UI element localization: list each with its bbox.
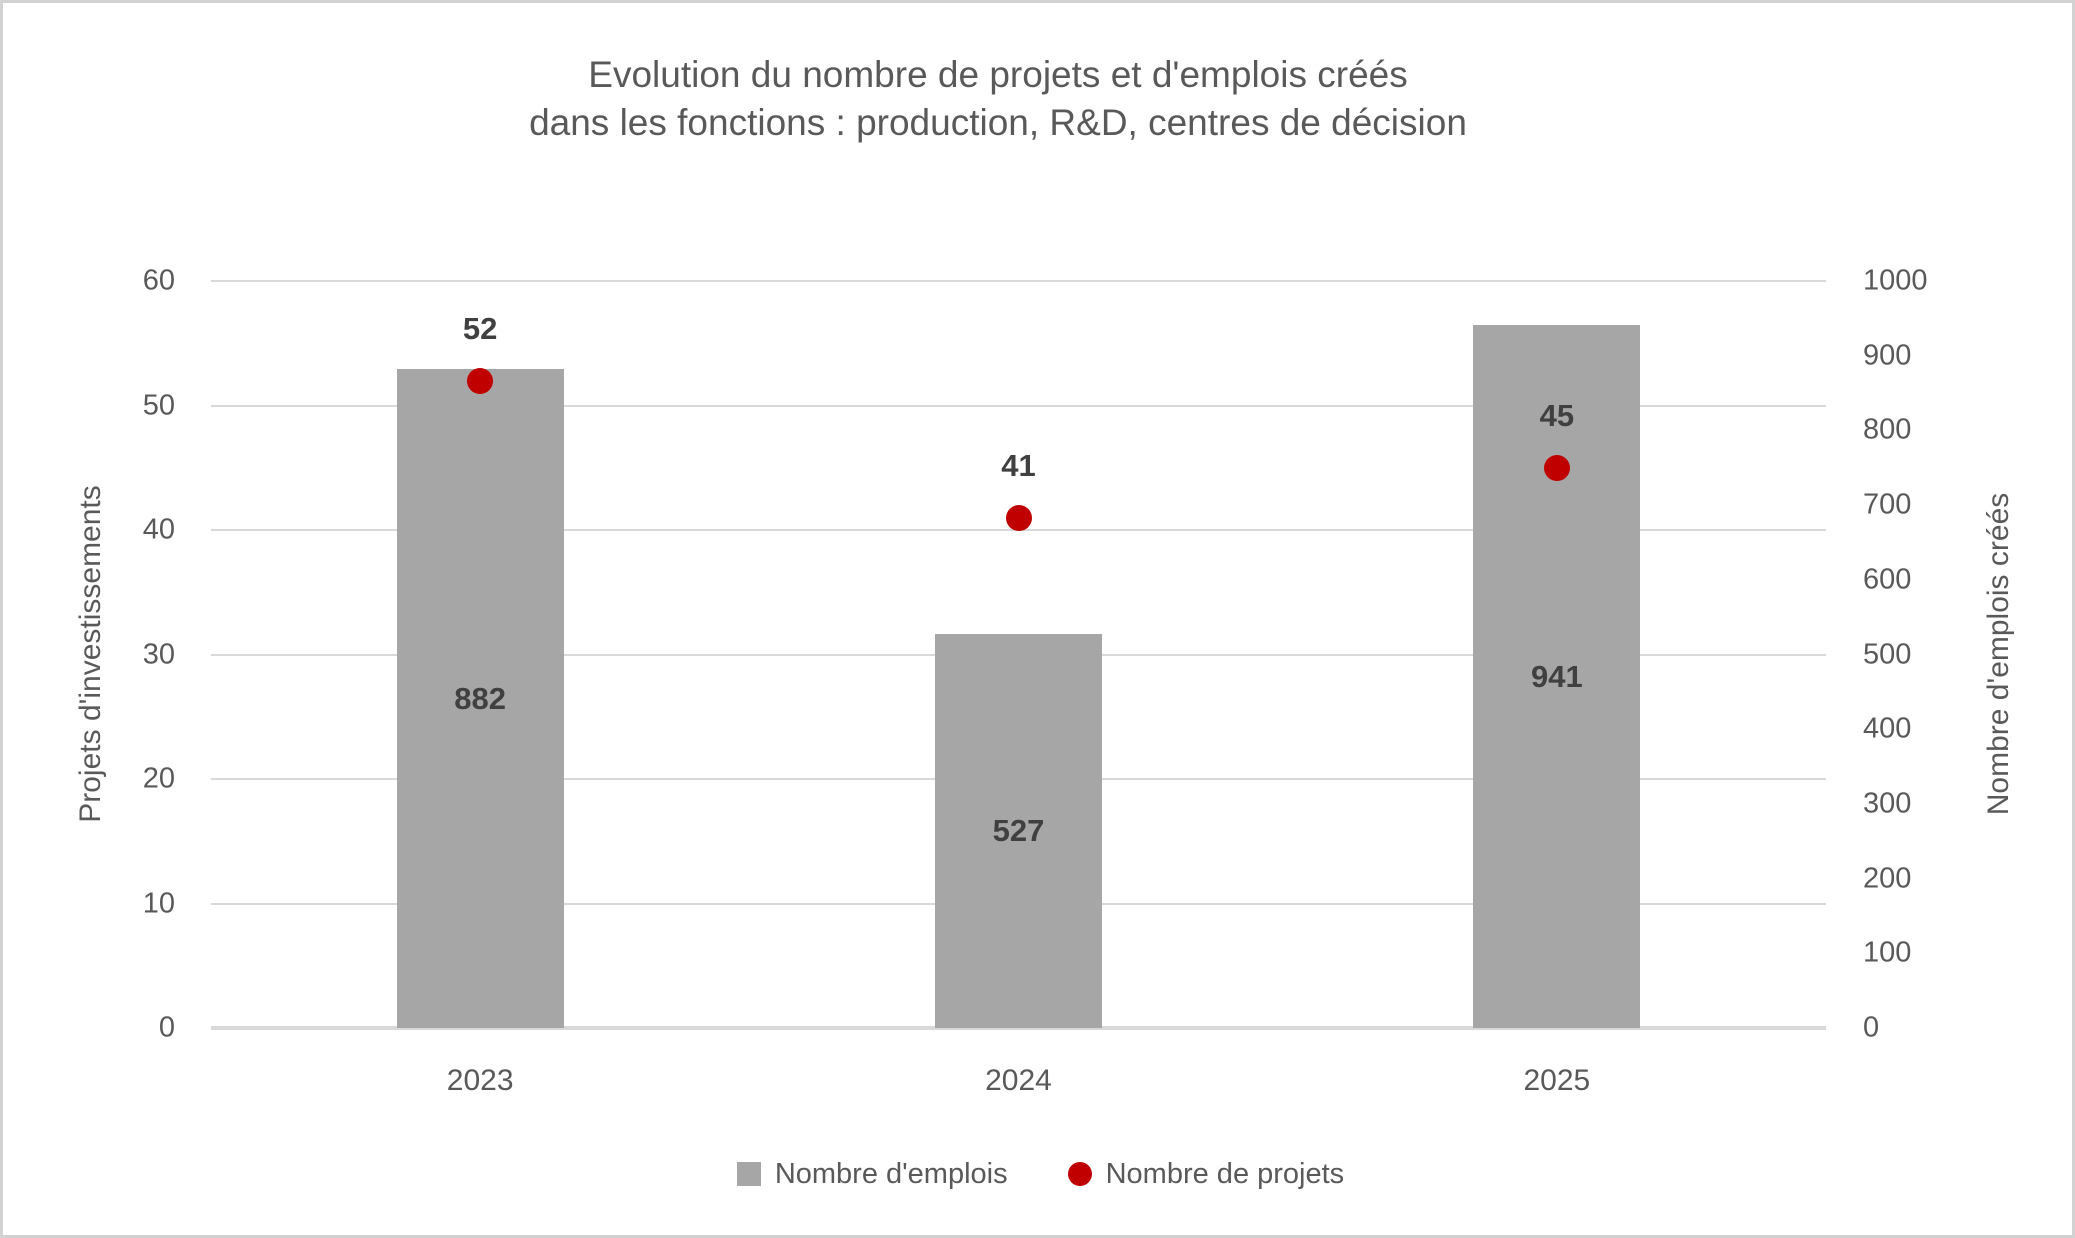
bar-2024 xyxy=(935,634,1102,1028)
right-axis-tick: 300 xyxy=(1863,787,1912,820)
left-axis-tick: 20 xyxy=(142,762,175,795)
right-axis-tick: 400 xyxy=(1863,712,1912,745)
data-point-2024 xyxy=(1005,504,1032,531)
x-axis-label-2025: 2025 xyxy=(1523,1064,1591,1097)
chart-title: Evolution du nombre de projets et d'empl… xyxy=(3,51,1993,147)
legend-label-projets: Nombre de projets xyxy=(1105,1157,1345,1190)
right-axis-tick: 700 xyxy=(1863,488,1912,521)
right-axis-tick: 500 xyxy=(1863,638,1912,670)
bar-2025 xyxy=(1473,325,1641,1028)
bar-2023 xyxy=(396,369,564,1028)
legend-label-emplois: Nombre d'emplois xyxy=(774,1157,1008,1190)
right-axis-tick: 100 xyxy=(1863,936,1912,969)
right-axis-tick: 1000 xyxy=(1863,264,1928,297)
bar-value-label: 527 xyxy=(992,813,1045,849)
left-axis-tick: 30 xyxy=(142,638,175,670)
right-axis-tick: 600 xyxy=(1863,563,1912,596)
right-axis-tick: 0 xyxy=(1863,1011,1880,1044)
right-axis-title: Nombre d'emplois créés xyxy=(1982,492,2015,816)
bar-value-label: 882 xyxy=(454,680,507,716)
gridline xyxy=(211,280,1826,282)
point-value-label: 41 xyxy=(1001,447,1036,483)
scatter-series-marker-icon xyxy=(1067,1162,1092,1186)
right-axis-tick: 900 xyxy=(1863,339,1912,372)
left-axis-tick: 10 xyxy=(142,887,175,919)
bar-series-marker-icon xyxy=(736,1162,761,1186)
x-axis-label-2024: 2024 xyxy=(985,1064,1052,1097)
gridline xyxy=(211,404,1826,407)
chart-title-line-1: Evolution du nombre de projets et d'empl… xyxy=(588,54,1408,95)
legend: Nombre d'emplois Nombre de projets xyxy=(3,1149,2072,1199)
left-axis-tick: 60 xyxy=(142,264,175,297)
bar-value-label: 941 xyxy=(1530,658,1583,694)
point-value-label: 45 xyxy=(1539,397,1575,433)
left-axis-tick: 40 xyxy=(142,513,175,546)
point-value-label: 52 xyxy=(462,310,498,346)
legend-item-projets: Nombre de projets xyxy=(1067,1157,1345,1191)
x-axis-baseline xyxy=(211,1026,1826,1030)
data-point-2023 xyxy=(467,367,494,394)
x-axis-label-2023: 2023 xyxy=(446,1064,514,1097)
legend-item-emplois: Nombre d'emplois xyxy=(736,1157,1008,1191)
left-axis-tick: 0 xyxy=(158,1011,175,1044)
chart-title-line-2: dans les fonctions : production, R&D, ce… xyxy=(529,102,1467,143)
data-point-2025 xyxy=(1543,454,1570,481)
right-axis-tick: 200 xyxy=(1863,862,1912,895)
right-axis-tick: 800 xyxy=(1863,413,1912,446)
left-axis-tick: 50 xyxy=(142,389,175,421)
